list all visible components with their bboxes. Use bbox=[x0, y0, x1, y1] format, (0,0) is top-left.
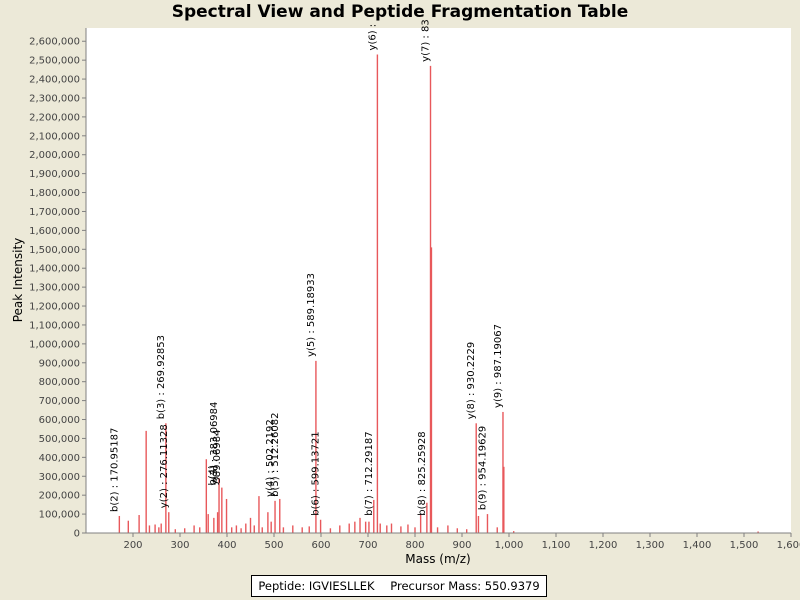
y-tick-label: 200,000 bbox=[39, 491, 80, 502]
y-tick-label: 1,700,000 bbox=[29, 207, 80, 218]
x-tick-label: 600 bbox=[311, 540, 330, 551]
x-tick-label: 1,000 bbox=[495, 540, 524, 551]
x-tick-label: 1,500 bbox=[730, 540, 759, 551]
x-tick-label: 800 bbox=[405, 540, 424, 551]
y-tick-label: 1,300,000 bbox=[29, 283, 80, 294]
y-tick-label: 1,400,000 bbox=[29, 264, 80, 275]
x-tick-label: 400 bbox=[217, 540, 236, 551]
y-tick-label: 100,000 bbox=[39, 510, 80, 521]
y-tick-label: 1,500,000 bbox=[29, 245, 80, 256]
peak-annotation: b(2) : 170.95187 bbox=[109, 428, 120, 512]
x-tick-label: 900 bbox=[452, 540, 471, 551]
x-tick-label: 1,300 bbox=[636, 540, 665, 551]
y-tick-label: 500,000 bbox=[39, 434, 80, 445]
peak-annotation: b(8) : 825.25928 bbox=[417, 431, 428, 515]
y-tick-label: 900,000 bbox=[39, 358, 80, 369]
y-tick-label: 1,600,000 bbox=[29, 226, 80, 237]
y-tick-label: 2,600,000 bbox=[29, 37, 80, 48]
y-axis-ticks: 0 100,000 200,000 300,000 400,000 500,000 600,… bbox=[29, 37, 86, 540]
x-axis-ticks: 200 300 400 500 600 700 800 900 1,000 1,100 1,200 1… bbox=[123, 533, 800, 551]
y-tick-label: 2,100,000 bbox=[29, 131, 80, 142]
peak-annotation: y(9) : 987.19067 bbox=[493, 324, 504, 408]
y-tick-label: 700,000 bbox=[39, 396, 80, 407]
y-tick-label: 2,300,000 bbox=[29, 93, 80, 104]
y-tick-label: 1,200,000 bbox=[29, 302, 80, 313]
peak-annotation: y(5) : 589.18933 bbox=[306, 273, 317, 357]
x-tick-label: 1,600 bbox=[777, 540, 800, 551]
y-tick-label: 0 bbox=[74, 529, 80, 540]
y-tick-label: 1,000,000 bbox=[29, 339, 80, 350]
peak-series bbox=[118, 54, 759, 533]
peak-annotation: b(3) : 269.92853 bbox=[156, 335, 167, 419]
chart-title: Spectral View and Peptide Fragmentation … bbox=[171, 2, 629, 22]
y-tick-label: 2,200,000 bbox=[29, 112, 80, 123]
y-tick-label: 300,000 bbox=[39, 472, 80, 483]
peak-annotation: y(8) : 930.2229 bbox=[466, 342, 477, 420]
x-tick-label: 700 bbox=[358, 540, 377, 551]
y-tick-label: 2,400,000 bbox=[29, 75, 80, 86]
peak-annotation: y(4) : 502.2192 bbox=[265, 419, 276, 497]
y-tick-label: 1,100,000 bbox=[29, 320, 80, 331]
y-tick-label: 800,000 bbox=[39, 377, 80, 388]
x-axis-label: Mass (m/z) bbox=[405, 552, 470, 566]
legend-precursor: Precursor Mass: 550.9379 bbox=[390, 579, 540, 593]
x-tick-label: 200 bbox=[123, 540, 142, 551]
x-tick-label: 1,100 bbox=[542, 540, 571, 551]
legend-peptide: Peptide: IGVIESLLEK bbox=[258, 579, 375, 593]
peak-annotations: b(2) : 170.95187 b(3) : 269.92853 y(2) : 2… bbox=[109, 19, 504, 515]
peak-annotation: y(7) : 83 bbox=[421, 19, 432, 62]
x-tick-label: 500 bbox=[264, 540, 283, 551]
peak-annotation: b(4) bbox=[208, 465, 219, 486]
x-tick-label: 1,400 bbox=[683, 540, 712, 551]
peak-annotation: b(5) : 512.26082 bbox=[270, 413, 281, 497]
y-tick-label: 1,900,000 bbox=[29, 169, 80, 180]
x-tick-label: 1,200 bbox=[589, 540, 618, 551]
y-tick-label: 1,800,000 bbox=[29, 188, 80, 199]
peak-annotation: y(3) : 383.06984 bbox=[209, 402, 220, 486]
peak-annotation: b(9) : 954.19629 bbox=[477, 426, 488, 510]
y-axis-label: Peak Intensity bbox=[11, 238, 25, 323]
peak-annotation: b(6) : 599.13721 bbox=[311, 431, 322, 515]
x-tick-label: 300 bbox=[170, 540, 189, 551]
y-tick-label: 600,000 bbox=[39, 415, 80, 426]
peak-annotation: 389.06984 bbox=[212, 430, 223, 484]
peak-annotation: y(6) : bbox=[367, 24, 378, 51]
legend-box: Peptide: IGVIESLLEK Precursor Mass: 550.… bbox=[251, 575, 547, 597]
plot-area bbox=[86, 28, 791, 533]
peak-annotation: b(7) : 712.29187 bbox=[364, 431, 375, 515]
y-tick-label: 400,000 bbox=[39, 453, 80, 464]
y-tick-label: 2,000,000 bbox=[29, 150, 80, 161]
peak-annotation: y(2) : 276.11328 bbox=[159, 424, 170, 508]
y-tick-label: 2,500,000 bbox=[29, 56, 80, 67]
